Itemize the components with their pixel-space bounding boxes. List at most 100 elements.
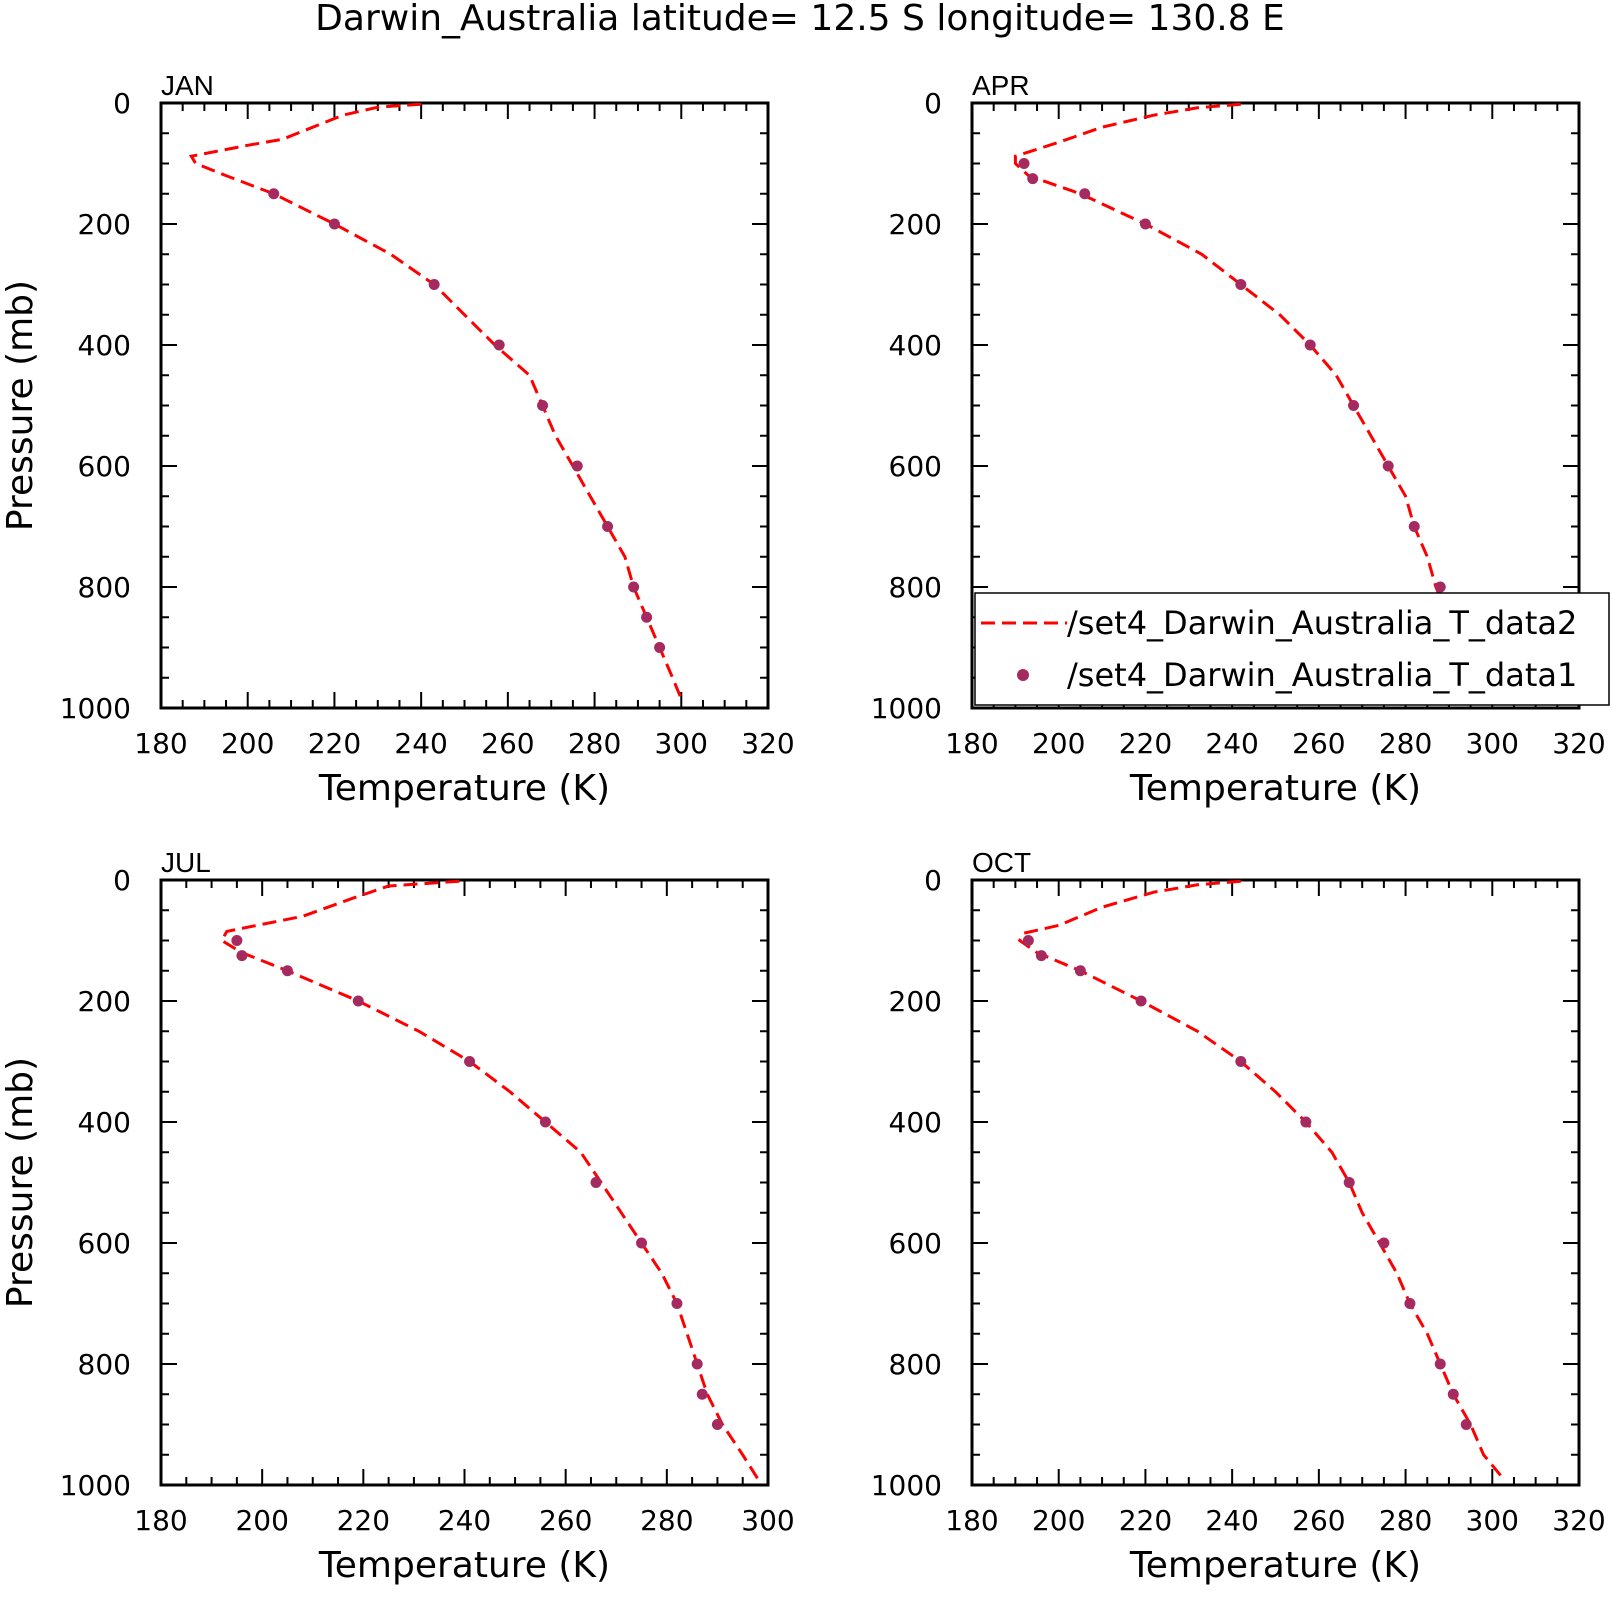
- x-axis-label: Temperature (K): [1129, 768, 1421, 809]
- series-point: [231, 935, 243, 946]
- y-tick-label: 600: [78, 450, 131, 483]
- y-tick-label: 0: [113, 864, 131, 897]
- panel-label: JAN: [161, 70, 214, 101]
- panel-jul: JUL 180 200 220 240 260 280 300 0 200 400 600 800 100…: [0, 847, 795, 1586]
- x-tick-label: 180: [134, 727, 187, 760]
- series-line: [1013, 102, 1494, 703]
- series-point: [537, 400, 549, 411]
- plot-frame: [159, 101, 770, 710]
- x-tick-label: 320: [1552, 1504, 1605, 1537]
- x-tick-label: 180: [945, 727, 998, 760]
- panel-label: JUL: [161, 847, 211, 878]
- y-tick-label: 600: [78, 1227, 131, 1260]
- series-point: [1348, 400, 1360, 411]
- x-axis-label: Temperature (K): [318, 1545, 610, 1586]
- x-tick-label: 260: [1292, 727, 1345, 760]
- x-tick-label: 260: [539, 1504, 592, 1537]
- x-tick-label: 320: [1552, 727, 1605, 760]
- y-axis-label: Pressure (mb): [0, 1057, 41, 1308]
- x-tick-label: 280: [1379, 727, 1432, 760]
- x-tick-label: 200: [1032, 1504, 1085, 1537]
- series-point: [691, 1358, 703, 1370]
- x-tick-label: 240: [1205, 1504, 1258, 1537]
- series-point: [1022, 935, 1034, 946]
- x-tick-label: 320: [741, 727, 794, 760]
- y-tick-label: 0: [924, 87, 942, 120]
- series-point: [1408, 521, 1420, 532]
- plot-frame: [159, 878, 770, 1487]
- series-point: [1027, 173, 1039, 185]
- series-point: [328, 218, 340, 230]
- panel-oct: OCT 180 200 220 240 260 280 300 320 0 200 400 600 800…: [871, 847, 1606, 1586]
- x-tick-label: 220: [308, 727, 361, 760]
- x-tick-label: 200: [235, 1504, 288, 1537]
- x-tick-label: 280: [568, 727, 621, 760]
- y-tick-label: 400: [78, 329, 131, 362]
- y-tick-label: 200: [889, 208, 942, 241]
- series-point: [236, 950, 248, 962]
- series-point: [1434, 581, 1446, 593]
- x-tick-label: 180: [945, 1504, 998, 1537]
- series-point: [464, 1056, 476, 1067]
- y-tick-label: 1000: [60, 692, 131, 725]
- y-tick-label: 1000: [871, 692, 942, 725]
- series-point: [1434, 1358, 1446, 1370]
- y-tick-label: 800: [78, 1348, 131, 1381]
- series-point: [696, 1388, 708, 1400]
- x-tick-label: 240: [438, 1504, 491, 1537]
- x-tick-label: 260: [481, 727, 534, 760]
- panels: JAN 180 200 220 240 260 280 300 320 0 200 400 600 800…: [0, 70, 1606, 1586]
- series-line: [188, 102, 683, 700]
- x-tick-label: 220: [1119, 1504, 1172, 1537]
- x-tick-label: 300: [1466, 1504, 1519, 1537]
- y-tick-label: 1000: [871, 1469, 942, 1502]
- panel-jan: JAN 180 200 220 240 260 280 300 320 0 200 400 600 800…: [0, 70, 795, 809]
- series-point: [1235, 279, 1247, 290]
- series-point: [1447, 1388, 1459, 1400]
- x-tick-label: 280: [1379, 1504, 1432, 1537]
- series-line: [1017, 879, 1503, 1477]
- y-tick-label: 800: [889, 1348, 942, 1381]
- y-tick-label: 0: [924, 864, 942, 897]
- series-point: [1382, 460, 1394, 472]
- series-point: [1135, 995, 1147, 1007]
- series-point: [628, 581, 640, 593]
- series-point: [654, 642, 666, 653]
- series-point: [636, 1237, 648, 1249]
- x-tick-label: 300: [1466, 727, 1519, 760]
- legend-dot-swatch: [1017, 669, 1029, 681]
- x-tick-label: 180: [134, 1504, 187, 1537]
- y-tick-label: 800: [889, 571, 942, 604]
- x-tick-label: 240: [394, 727, 447, 760]
- y-tick-label: 400: [889, 1106, 942, 1139]
- series-point: [571, 460, 583, 472]
- y-tick-label: 600: [889, 1227, 942, 1260]
- panel-apr: APR 180 200 220 240 260 280 300 320 0 200 400 600 800…: [871, 70, 1606, 809]
- series-point: [711, 1419, 723, 1430]
- series-point: [1460, 1419, 1472, 1430]
- y-tick-label: 800: [78, 571, 131, 604]
- y-tick-label: 200: [78, 208, 131, 241]
- legend: /set4_Darwin_Australia_T_data2/set4_Darw…: [974, 592, 1610, 706]
- series-point: [1378, 1237, 1390, 1249]
- x-tick-label: 200: [1032, 727, 1085, 760]
- y-tick-label: 0: [113, 87, 131, 120]
- series-line: [219, 879, 760, 1480]
- x-tick-label: 220: [1119, 727, 1172, 760]
- y-tick-label: 600: [889, 450, 942, 483]
- series-point: [1343, 1177, 1355, 1188]
- y-tick-label: 400: [889, 329, 942, 362]
- plot-frame: [970, 878, 1581, 1487]
- x-tick-label: 300: [741, 1504, 794, 1537]
- series-point: [1404, 1298, 1416, 1309]
- y-axis-label: Pressure (mb): [0, 280, 41, 531]
- x-tick-label: 260: [1292, 1504, 1345, 1537]
- x-tick-label: 300: [655, 727, 708, 760]
- y-tick-label: 200: [889, 985, 942, 1018]
- series-point: [1074, 965, 1086, 977]
- series-point: [1035, 950, 1047, 962]
- x-tick-label: 220: [337, 1504, 390, 1537]
- figure-title: Darwin_Australia latitude= 12.5 S longit…: [315, 0, 1285, 39]
- legend-label: /set4_Darwin_Australia_T_data2: [1067, 604, 1577, 642]
- series-point: [281, 965, 293, 977]
